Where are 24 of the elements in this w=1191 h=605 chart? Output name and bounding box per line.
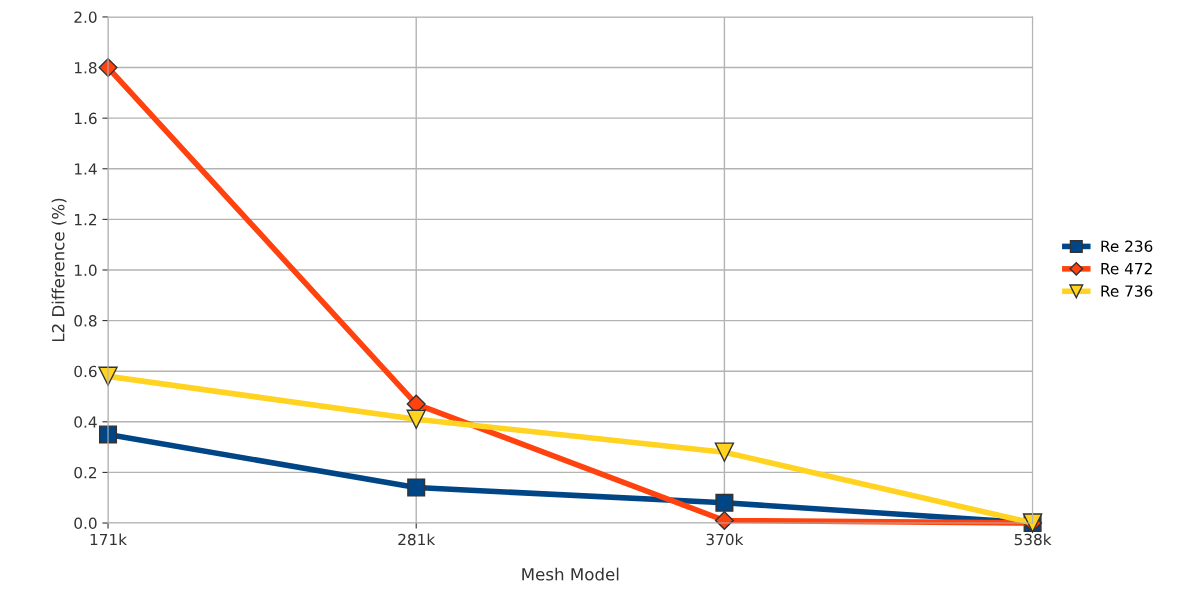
y-tick-label: 1.0 <box>74 264 97 276</box>
y-tick-label: 1.4 <box>74 163 97 175</box>
legend-label: Re 472 <box>1101 262 1152 275</box>
y-tick-label: 1.2 <box>74 213 97 226</box>
legend-label: Re 236 <box>1101 240 1153 252</box>
point <box>714 442 735 462</box>
x-tick-label: 370k <box>706 533 744 546</box>
point <box>715 493 734 512</box>
x-tick-label: 538k <box>1014 533 1052 546</box>
y-tick-label: 2.0 <box>74 11 97 23</box>
point <box>407 478 426 497</box>
y-tick-label: 0.4 <box>74 416 97 428</box>
y-axis-title: L2 Difference (%) <box>51 198 67 342</box>
y-tick-label: 0.8 <box>74 315 97 327</box>
x-tick-label: 171k <box>90 533 127 546</box>
y-tick-label: 0.6 <box>74 365 97 378</box>
x-axis-title: Mesh Model <box>522 567 619 581</box>
y-tick-label: 0.2 <box>74 466 97 479</box>
x-tick-label: 281k <box>398 533 436 546</box>
y-tick-label: 0.0 <box>74 517 97 530</box>
legend-label: Re 736 <box>1101 285 1153 297</box>
y-tick-label: 1.8 <box>74 62 97 74</box>
point <box>406 409 426 429</box>
y-tick-label: 1.6 <box>74 112 97 125</box>
